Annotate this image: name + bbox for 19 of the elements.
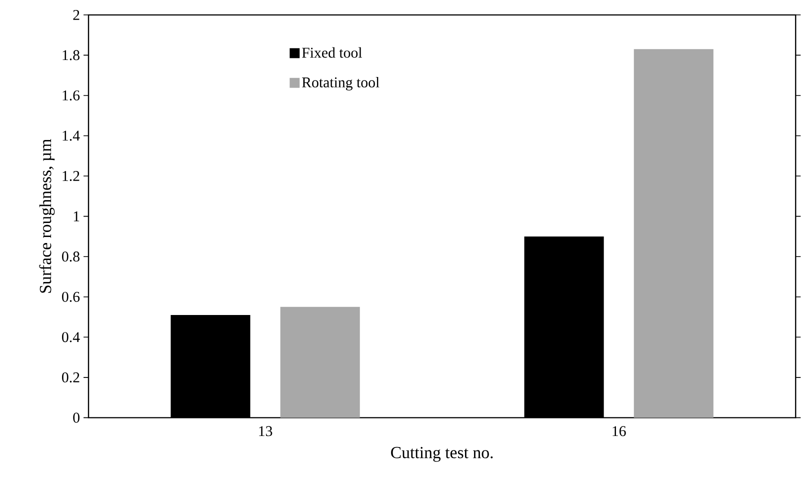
y-tick-label: 1.8 xyxy=(62,50,80,60)
y-tick-label: 0.6 xyxy=(62,292,80,302)
y-tick-label: 0.8 xyxy=(62,251,80,262)
x-tick-label: 16 xyxy=(612,426,626,436)
y-tick-label: 0.2 xyxy=(62,372,80,382)
bar xyxy=(634,48,714,418)
y-tick-label: 1.4 xyxy=(62,130,80,141)
bar xyxy=(280,306,360,418)
y-tick-label: 2 xyxy=(73,10,80,20)
legend-label: Fixed tool xyxy=(302,47,362,58)
y-tick-label: 1.6 xyxy=(62,90,80,100)
y-tick-label: 0 xyxy=(73,412,80,423)
x-axis-title: Cutting test no. xyxy=(391,446,493,462)
y-tick-label: 1 xyxy=(74,211,80,222)
y-tick-label: 1.2 xyxy=(62,170,80,181)
y-tick-label: 0.4 xyxy=(62,332,80,342)
x-tick-label: 13 xyxy=(259,426,272,436)
y-axis-title: Surface roughness, µm xyxy=(39,138,55,293)
legend-label: Rotating tool xyxy=(302,76,380,90)
